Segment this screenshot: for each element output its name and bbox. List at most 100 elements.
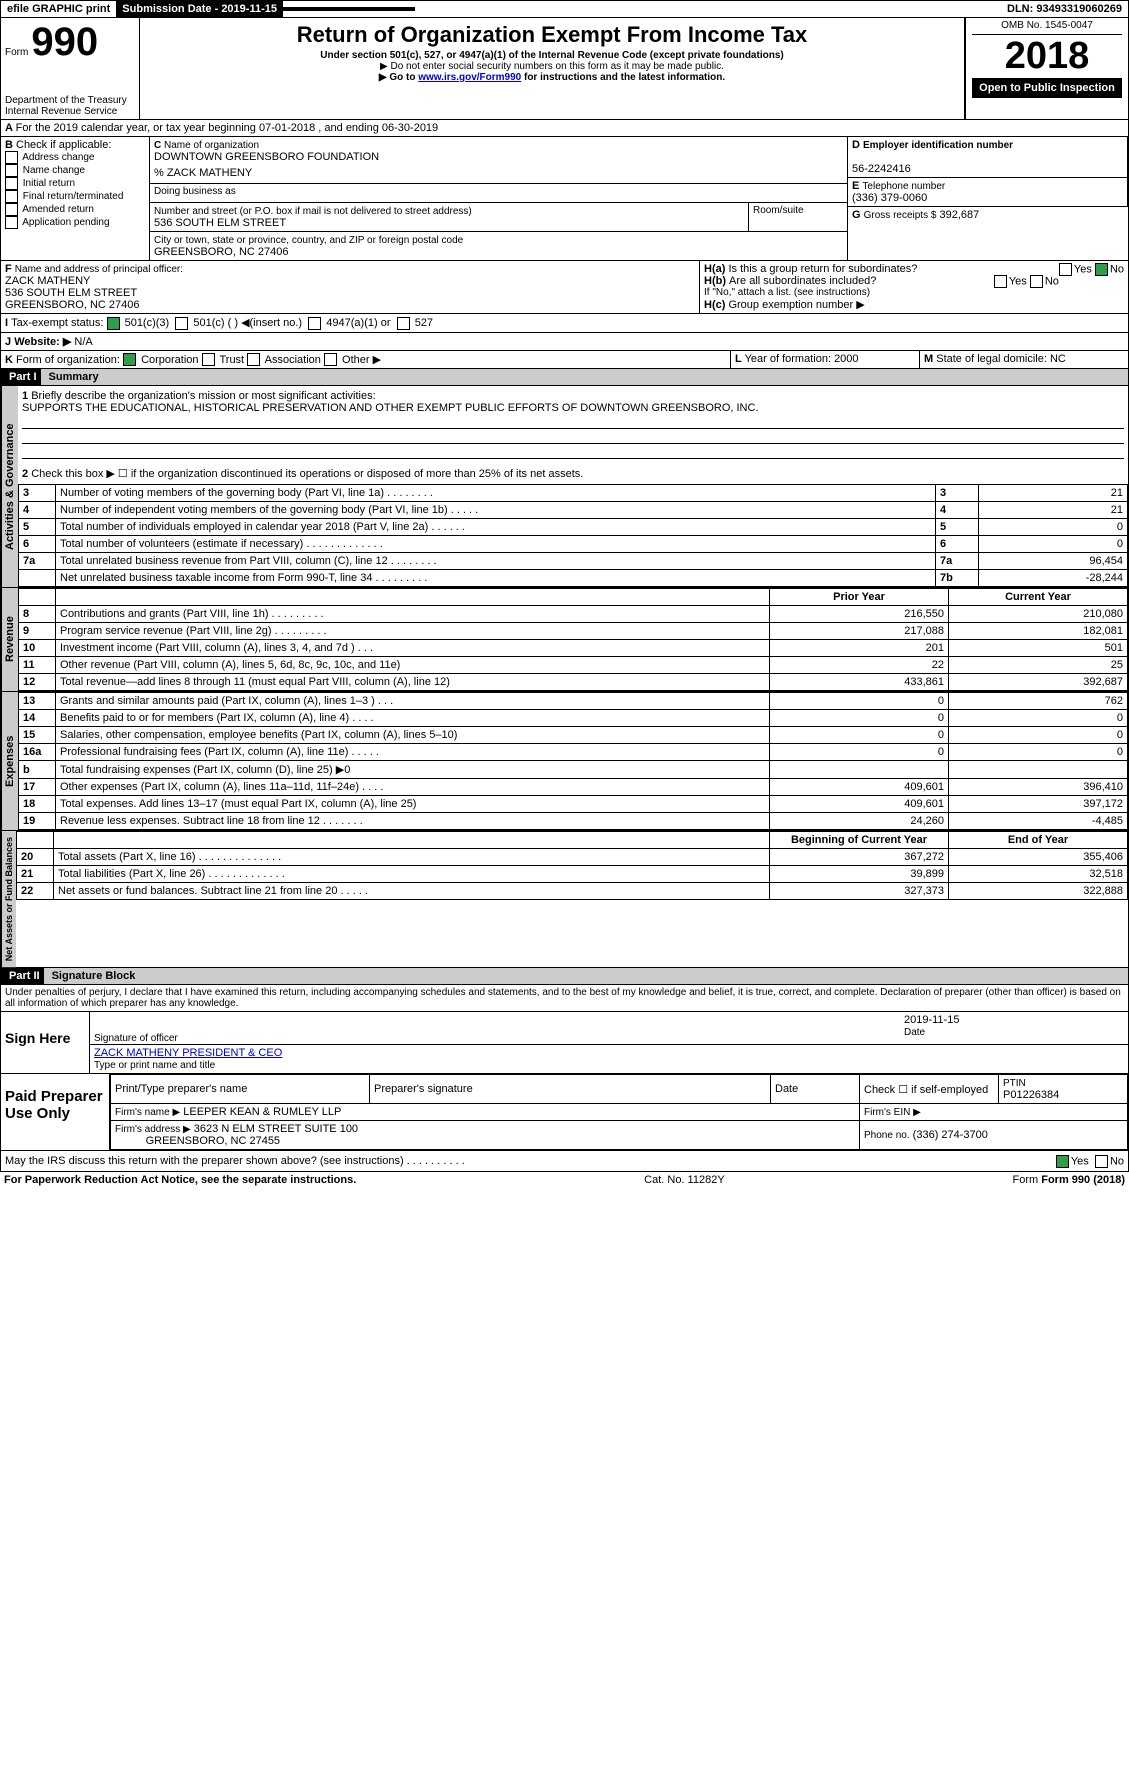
- ein-value: 56-2242416: [852, 163, 911, 175]
- b-checkbox-item[interactable]: Address change: [5, 151, 145, 164]
- 501c3-checkbox[interactable]: [107, 317, 120, 330]
- tax-year: 2018: [972, 35, 1122, 78]
- part2-title: Signature Block: [44, 968, 1128, 984]
- part1-title: Summary: [41, 369, 1128, 385]
- subtitle-1: Under section 501(c), 527, or 4947(a)(1)…: [144, 50, 960, 61]
- table-row: 14Benefits paid to or for members (Part …: [19, 710, 1128, 727]
- perjury-text: Under penalties of perjury, I declare th…: [0, 985, 1129, 1012]
- open-public-badge: Open to Public Inspection: [972, 78, 1122, 98]
- b-checkbox-item[interactable]: Application pending: [5, 216, 145, 229]
- sign-here-label: Sign Here: [1, 1012, 90, 1073]
- phone-label: Telephone number: [862, 181, 945, 192]
- f-label: Name and address of principal officer:: [15, 264, 183, 275]
- other-checkbox[interactable]: [324, 353, 337, 366]
- prep-sig-label: Preparer's signature: [370, 1075, 771, 1104]
- firm-city: GREENSBORO, NC 27455: [146, 1135, 281, 1147]
- line-a: A For the 2019 calendar year, or tax yea…: [0, 120, 1129, 137]
- 501c-checkbox[interactable]: [175, 317, 188, 330]
- discuss-yes-checkbox[interactable]: [1056, 1155, 1069, 1168]
- self-employed-check[interactable]: Check ☐ if self-employed: [860, 1075, 999, 1104]
- ha-yes-checkbox[interactable]: [1059, 263, 1072, 276]
- form-footer: Form Form 990 (2018): [1013, 1174, 1126, 1186]
- form-word: Form: [5, 47, 28, 58]
- line-j: J Website: ▶ N/A: [0, 333, 1129, 351]
- firm-phone: (336) 274-3700: [913, 1129, 988, 1141]
- officer-addr1: 536 SOUTH ELM STREET: [5, 287, 137, 299]
- room-label: Room/suite: [748, 203, 847, 231]
- l-label: Year of formation:: [745, 353, 831, 365]
- blank-btn[interactable]: [283, 7, 415, 11]
- paid-preparer-block: Paid Preparer Use Only Print/Type prepar…: [0, 1074, 1129, 1151]
- fh-block: F Name and address of principal officer:…: [0, 261, 1129, 314]
- page-footer: For Paperwork Reduction Act Notice, see …: [0, 1172, 1129, 1188]
- gross-value: 392,687: [940, 209, 980, 221]
- dba-label: Doing business as: [150, 184, 847, 203]
- table-row: 11Other revenue (Part VIII, column (A), …: [19, 657, 1128, 674]
- org-name: DOWNTOWN GREENSBORO FOUNDATION: [154, 151, 379, 163]
- city-label: City or town, state or province, country…: [154, 235, 463, 246]
- ha-no-checkbox[interactable]: [1095, 263, 1108, 276]
- l2-text: Check this box ▶ ☐ if the organization d…: [31, 468, 583, 480]
- b-checkbox-item[interactable]: Name change: [5, 164, 145, 177]
- submission-date-btn[interactable]: Submission Date - 2019-11-15: [116, 1, 283, 17]
- prep-name-label: Print/Type preparer's name: [111, 1075, 370, 1104]
- hb-no-checkbox[interactable]: [1030, 275, 1043, 288]
- table-row: 16aProfessional fundraising fees (Part I…: [19, 744, 1128, 761]
- line-a-text: For the 2019 calendar year, or tax year …: [16, 122, 439, 134]
- m-label: State of legal domicile:: [936, 353, 1047, 365]
- b-checkbox-item[interactable]: Amended return: [5, 203, 145, 216]
- dln-label: DLN: 93493319060269: [1001, 1, 1128, 17]
- street-label: Number and street (or P.O. box if mail i…: [154, 206, 472, 217]
- vtab-revenue: Revenue: [1, 588, 18, 691]
- b-checkbox-item[interactable]: Final return/terminated: [5, 190, 145, 203]
- discuss-no-checkbox[interactable]: [1095, 1155, 1108, 1168]
- table-row: 22Net assets or fund balances. Subtract …: [17, 883, 1128, 900]
- part2-header: Part II Signature Block: [0, 968, 1129, 985]
- subtitle-2: ▶ Do not enter social security numbers o…: [144, 61, 960, 72]
- dept-label: Department of the Treasury Internal Reve…: [5, 95, 135, 117]
- form990-link[interactable]: www.irs.gov/Form990: [418, 72, 521, 83]
- officer-name: ZACK MATHENY: [5, 275, 90, 287]
- part1-label: Part I: [1, 369, 45, 385]
- hb-label: Are all subordinates included?: [729, 275, 876, 287]
- paid-prep-label: Paid Preparer Use Only: [1, 1074, 110, 1150]
- governance-table: 3Number of voting members of the governi…: [18, 484, 1128, 587]
- officer-link[interactable]: ZACK MATHENY PRESIDENT & CEO: [94, 1047, 282, 1059]
- city: GREENSBORO, NC 27406: [154, 246, 289, 258]
- table-header-row: Prior YearCurrent Year: [19, 589, 1128, 606]
- trust-checkbox[interactable]: [202, 353, 215, 366]
- table-row: 6Total number of volunteers (estimate if…: [19, 536, 1128, 553]
- c-name-label: Name of organization: [164, 140, 259, 151]
- hb-yes-checkbox[interactable]: [994, 275, 1007, 288]
- hb-note: If "No," attach a list. (see instruction…: [704, 287, 1124, 298]
- efile-label: efile GRAPHIC print: [1, 1, 116, 17]
- ptin-value: P01226384: [1003, 1089, 1059, 1101]
- 527-checkbox[interactable]: [397, 317, 410, 330]
- form-number: 990: [31, 20, 98, 64]
- entity-block: B Check if applicable: Address change Na…: [0, 137, 1129, 261]
- pra-notice: For Paperwork Reduction Act Notice, see …: [4, 1174, 356, 1186]
- assoc-checkbox[interactable]: [247, 353, 260, 366]
- part2-label: Part II: [1, 968, 48, 984]
- table-row: 18Total expenses. Add lines 13–17 (must …: [19, 796, 1128, 813]
- care-of: % ZACK MATHENY: [150, 165, 847, 184]
- table-row: 5Total number of individuals employed in…: [19, 519, 1128, 536]
- vtab-expenses: Expenses: [1, 692, 18, 830]
- expenses-table: 13Grants and similar amounts paid (Part …: [18, 692, 1128, 830]
- revenue-table: Prior YearCurrent Year8Contributions and…: [18, 588, 1128, 691]
- date-label: Date: [904, 1027, 925, 1038]
- discuss-line: May the IRS discuss this return with the…: [0, 1151, 1129, 1172]
- table-row: Net unrelated business taxable income fr…: [19, 570, 1128, 587]
- 4947-checkbox[interactable]: [308, 317, 321, 330]
- table-row: 10Investment income (Part VIII, column (…: [19, 640, 1128, 657]
- table-row: 3Number of voting members of the governi…: [19, 485, 1128, 502]
- table-row: 8Contributions and grants (Part VIII, li…: [19, 606, 1128, 623]
- part1-header: Part I Summary: [0, 369, 1129, 386]
- gross-label: Gross receipts $: [864, 210, 937, 221]
- b-checkbox-item[interactable]: Initial return: [5, 177, 145, 190]
- title-row: Form 990 Department of the Treasury Inte…: [0, 18, 1129, 120]
- b-label: Check if applicable:: [16, 139, 111, 151]
- l1-label: Briefly describe the organization's miss…: [31, 390, 375, 402]
- sig-officer-label: Signature of officer: [94, 1033, 178, 1044]
- corp-checkbox[interactable]: [123, 353, 136, 366]
